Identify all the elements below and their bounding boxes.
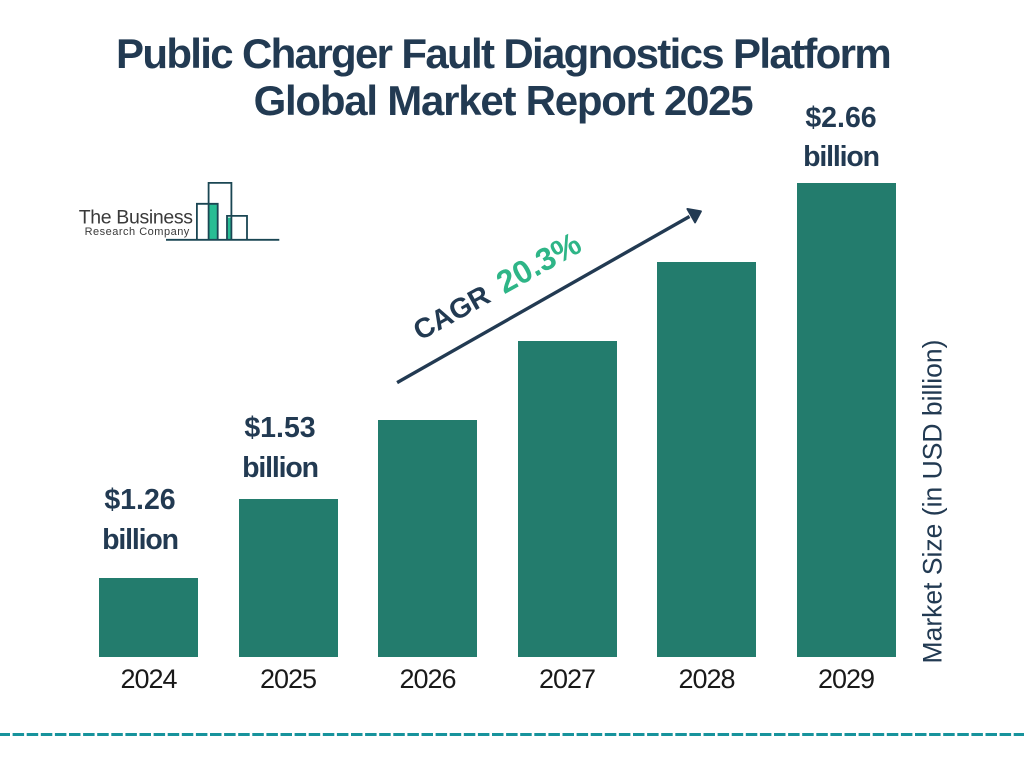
svg-text:Research Company: Research Company — [85, 226, 190, 238]
svg-text:The Business: The Business — [79, 207, 194, 229]
